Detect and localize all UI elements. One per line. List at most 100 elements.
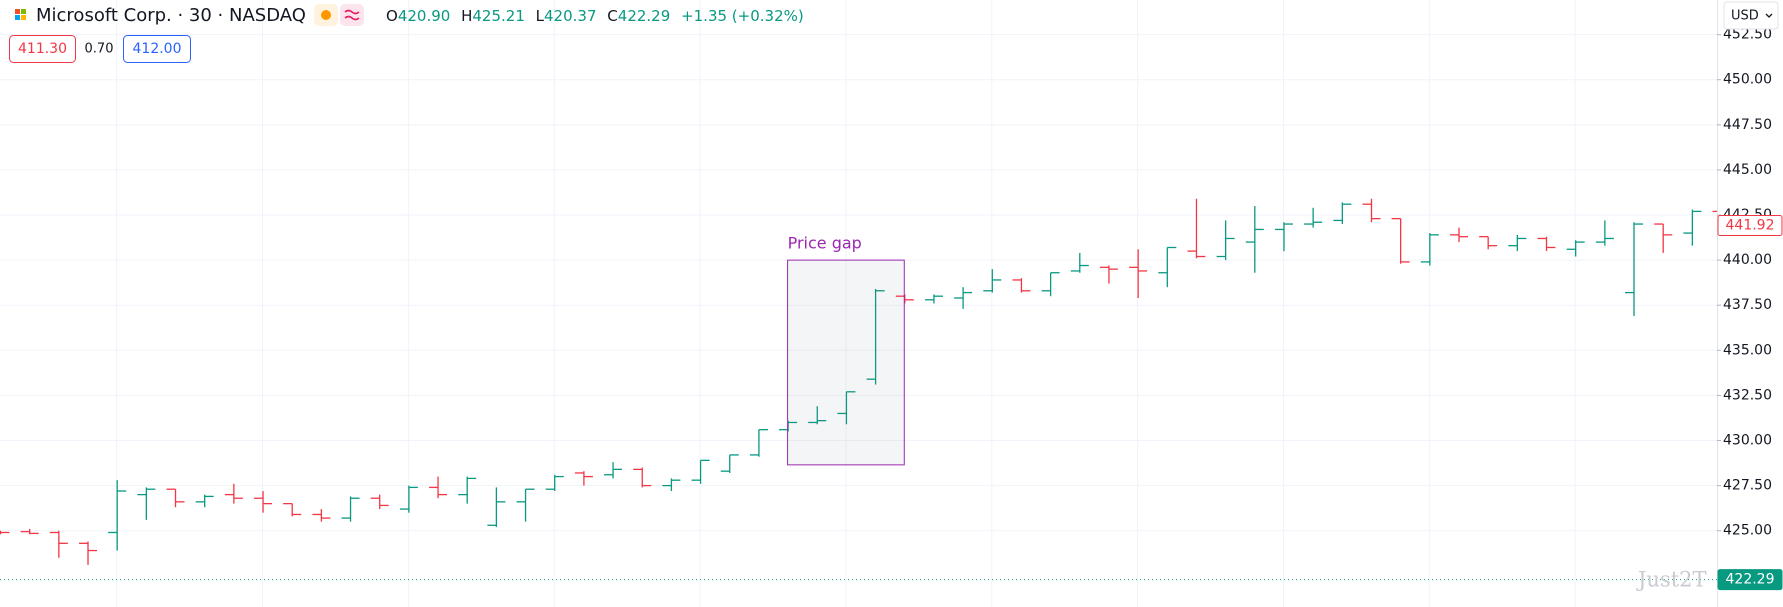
ohlc-bar	[924, 294, 943, 304]
price-label-box	[1717, 214, 1783, 236]
logo	[15, 9, 20, 14]
price-label: 441.92	[1726, 217, 1775, 233]
ohlc-bar	[1245, 206, 1264, 273]
chevron	[1765, 13, 1773, 18]
annotation-box	[787, 259, 905, 466]
ohlc-bar	[1508, 234, 1527, 252]
ohlc-bar	[954, 287, 973, 309]
y-tick-label: 430.00	[1723, 433, 1772, 449]
price-label: 422.29	[1726, 572, 1775, 588]
ohlc-bar	[574, 471, 593, 486]
ohlc-bar	[1566, 240, 1585, 257]
c-value: 422.29	[618, 7, 671, 25]
y-tick-label: 445.00	[1723, 162, 1772, 178]
y-tick-label: 440.00	[1723, 252, 1772, 268]
ohlc-bar	[1683, 209, 1702, 246]
l-label: L	[536, 7, 545, 25]
l-value: 420.37	[544, 7, 597, 25]
ohlc-bar	[79, 541, 98, 565]
ohlc-bar	[1304, 207, 1323, 228]
ohlc-bar	[312, 509, 331, 522]
ohlc-bar	[195, 494, 214, 508]
logo	[21, 15, 26, 20]
y-tick-label: 435.00	[1723, 342, 1772, 358]
ohlc-bar	[545, 474, 564, 492]
bid-box[interactable]	[9, 35, 76, 63]
ohlc-bar	[370, 494, 389, 510]
plot-area: Price gap	[0, 198, 1717, 581]
ohlc-bar	[341, 496, 360, 522]
ohlc-bar	[1420, 233, 1439, 266]
watermark: Just2T	[1636, 568, 1707, 592]
ohlc-bar	[691, 459, 710, 484]
o-value: 420.90	[398, 7, 451, 25]
bid[interactable]: 411.30	[18, 41, 67, 57]
ohlc-bar	[662, 478, 681, 492]
ask-box[interactable]	[123, 35, 191, 63]
logo	[21, 9, 26, 14]
ask[interactable]: 412.00	[133, 41, 182, 57]
ohlc-bar	[1479, 236, 1498, 250]
y-tick-label: 437.50	[1723, 297, 1772, 313]
y-tick-label: 447.50	[1723, 117, 1772, 133]
ohlc-bar	[837, 391, 856, 425]
ohlc-bar	[283, 502, 302, 517]
y-tick-label: 425.00	[1723, 523, 1772, 539]
ohlc-bar	[720, 454, 739, 473]
ohlc-bar	[1129, 249, 1148, 298]
logo	[15, 15, 20, 20]
ohlc-bar	[429, 476, 448, 499]
ohlc-bar	[1391, 217, 1410, 264]
ohlc-bar	[20, 528, 39, 535]
ohlc-bar	[49, 530, 68, 558]
ohlc-bar	[137, 487, 156, 520]
h-label: H	[461, 7, 472, 25]
ohlc-bar	[1187, 198, 1206, 259]
h-value: 425.21	[472, 7, 525, 25]
ohlc-bar	[749, 429, 768, 457]
ohlc-bar	[1712, 210, 1717, 213]
ohlc-bar	[1099, 265, 1118, 284]
ohlc-bar	[399, 485, 418, 513]
ohlc-bar	[1041, 272, 1060, 297]
y-tick-label: 450.00	[1723, 72, 1772, 88]
ohlc-legend: O420.90 H425.21 L420.37 C422.29 +1.35 (+…	[386, 7, 804, 25]
sun-icon	[321, 10, 331, 20]
ohlc-bar	[458, 476, 477, 504]
y-tick-label: 427.50	[1723, 478, 1772, 494]
ohlc-bar	[1333, 202, 1352, 225]
currency-button[interactable]	[1723, 1, 1779, 30]
o-label: O	[386, 7, 398, 25]
ohlc-bar	[108, 480, 127, 551]
change: +1.35 (+0.32%)	[681, 7, 804, 25]
ohlc-bar	[1070, 252, 1089, 273]
c-label: C	[607, 7, 617, 25]
annotation-label: Price gap	[788, 234, 862, 253]
ohlc-bar	[1595, 220, 1614, 246]
ohlc-bar	[1158, 246, 1177, 288]
ohlc-bar	[866, 288, 885, 385]
ohlc-bar	[487, 487, 506, 528]
ohlc-bar	[983, 269, 1002, 293]
ohlc-bar	[254, 491, 273, 513]
ohlc-bar	[604, 462, 623, 479]
ohlc-bar	[1012, 278, 1031, 293]
ohlc-bar	[1450, 227, 1468, 243]
header: Microsoft Corp. · 30 · NASDAQ O420.90 H4…	[9, 4, 804, 63]
ohlc-bar	[1537, 236, 1556, 252]
ohlc-bar	[1654, 223, 1673, 253]
ohlc-bar	[1625, 222, 1644, 317]
currency[interactable]: USD	[1731, 9, 1759, 24]
price-axis	[1717, 0, 1783, 607]
wave-icon	[344, 9, 360, 21]
ohlc-bar	[808, 406, 827, 425]
spread: 0.70	[85, 42, 114, 57]
ohlc-bar	[1362, 198, 1381, 223]
data-icon[interactable]	[340, 4, 364, 26]
ohlc-bar	[1216, 220, 1235, 261]
y-tick-label: 452.50	[1723, 27, 1772, 43]
ohlc-bar	[0, 530, 10, 535]
ohlc-bar	[166, 488, 185, 508]
price-label-box	[1717, 569, 1783, 591]
